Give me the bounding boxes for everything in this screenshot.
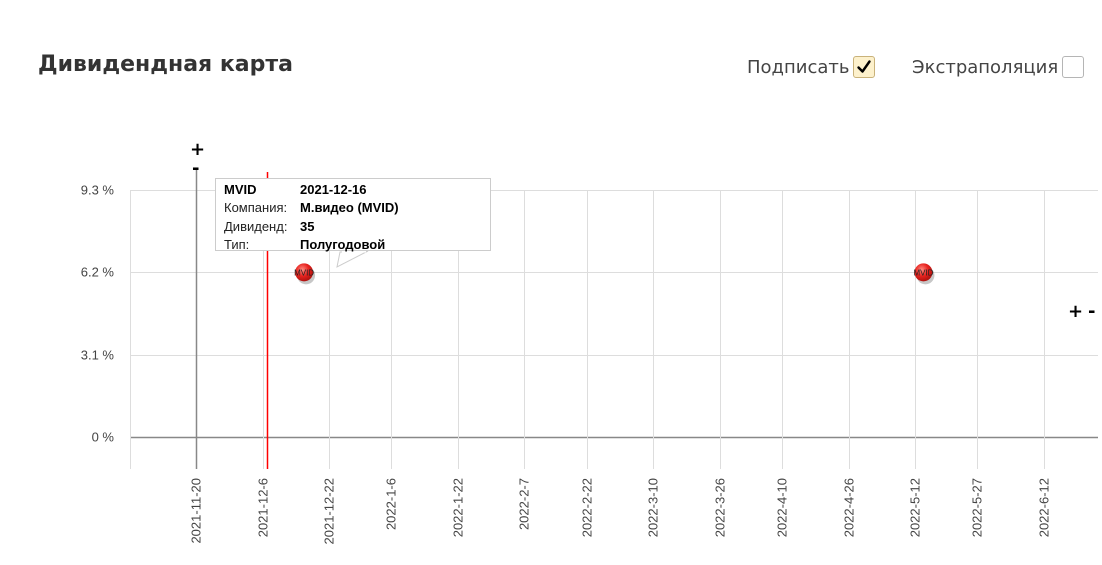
tooltip-type-value: Полугодовой	[300, 237, 386, 253]
tooltip-ticker: MVID	[224, 181, 257, 197]
tooltip-company-value: М.видео (MVID)	[300, 200, 399, 216]
label-option-text: Подписать	[747, 56, 850, 78]
x-tick-label: 2021-11-20	[189, 478, 204, 544]
tooltip-company-label: Компания:	[224, 200, 288, 216]
checkmark-icon	[857, 60, 872, 73]
data-point-label: MVID	[294, 268, 314, 277]
right-zoom-out-button[interactable]: -	[1088, 301, 1096, 322]
x-tick-label: 2022-5-27	[970, 478, 985, 537]
y-axis-labels: 9.3 % 6.2 % 3.1 % 0 %	[81, 183, 115, 445]
x-tick-label: 2022-2-7	[517, 478, 532, 530]
extrapolation-option[interactable]: Экстраполяция	[912, 56, 1085, 78]
top-zoom-out-button[interactable]: -	[192, 158, 200, 179]
page-title: Дивидендная карта	[38, 52, 293, 77]
top-zoom-in-button[interactable]: +	[190, 139, 206, 160]
label-checkbox[interactable]	[853, 56, 876, 78]
tooltip-dividend-label: Дивиденд:	[224, 218, 288, 234]
extrapolation-option-text: Экстраполяция	[912, 56, 1059, 78]
y-tick-label: 6.2 %	[81, 265, 115, 280]
label-option[interactable]: Подписать	[747, 56, 876, 78]
data-point[interactable]	[295, 263, 314, 282]
y-tick-label: 9.3 %	[81, 183, 115, 198]
right-zoom-in-button[interactable]: +	[1068, 301, 1084, 322]
y-tick-label: 0 %	[92, 430, 115, 445]
data-points: MVID MVID	[294, 263, 935, 285]
x-axis-labels: 2021-11-20 2021-12-6 2021-12-22 2022-1-6 202…	[189, 478, 1052, 545]
extrapolation-checkbox[interactable]	[1062, 56, 1085, 78]
x-tick-label: 2021-12-22	[322, 478, 337, 545]
x-tick-label: 2022-5-12	[908, 478, 923, 537]
tooltip-type-label: Тип:	[224, 237, 250, 253]
x-tick-label: 2022-1-6	[384, 478, 399, 530]
tooltip-date: 2021-12-16	[300, 181, 367, 197]
x-tick-label: 2022-4-26	[842, 478, 857, 537]
data-point-label: MVID	[913, 268, 933, 277]
x-tick-label: 2021-12-6	[256, 478, 271, 537]
x-tick-label: 2022-6-12	[1037, 478, 1052, 537]
x-tick-label: 2022-3-26	[713, 478, 728, 537]
tooltip: MVID 2021-12-16 Компания: М.видео (MVID)…	[215, 178, 491, 252]
tooltip-dividend-value: 35	[300, 218, 315, 234]
y-tick-label: 3.1 %	[81, 348, 115, 363]
x-tick-label: 2022-1-22	[451, 478, 466, 537]
x-tick-label: 2022-3-10	[646, 478, 661, 537]
x-tick-label: 2022-4-10	[775, 478, 790, 537]
data-point[interactable]	[914, 263, 933, 282]
x-tick-label: 2022-2-22	[580, 478, 595, 537]
